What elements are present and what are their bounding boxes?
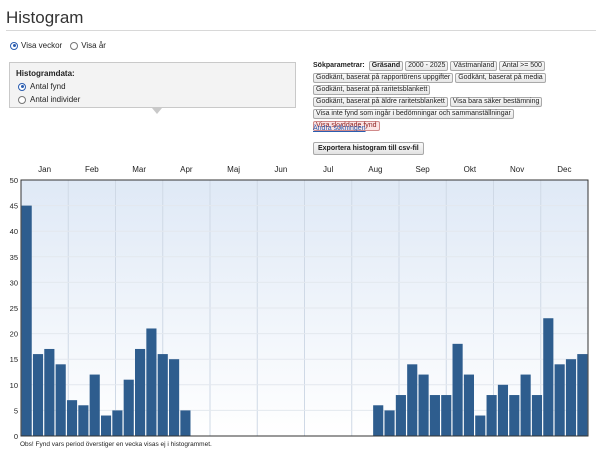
month-label: Sep <box>416 165 431 174</box>
histogram-bar <box>44 348 55 436</box>
y-tick-label: 0 <box>14 432 18 441</box>
radio-label: Antal fynd <box>30 82 66 91</box>
histogram-bar <box>157 354 168 436</box>
histogram-bar <box>384 410 395 436</box>
radio-visa-ar[interactable]: Visa år <box>70 41 106 50</box>
histogram-data-panel: Histogramdata: Antal fynd Antal individe… <box>9 62 296 108</box>
param-chip[interactable]: Godkänt, baserat på rapportörens uppgift… <box>313 73 454 83</box>
month-label: Jul <box>323 165 333 174</box>
y-tick-label: 40 <box>10 227 18 236</box>
histogram-bar <box>418 374 429 436</box>
histogram-bar <box>520 374 531 436</box>
radio-button-checked[interactable] <box>18 82 26 91</box>
change-search-link[interactable]: Ändra sökningen <box>313 125 366 132</box>
y-tick-label: 30 <box>10 278 18 287</box>
histogram-bar <box>89 374 100 436</box>
radio-button[interactable] <box>18 95 26 104</box>
param-chip[interactable]: Godkänt, baserat på media <box>455 73 546 83</box>
radio-antal-individer[interactable]: Antal individer <box>18 95 80 104</box>
histogram-bar <box>497 384 509 436</box>
histogram-bar <box>486 395 497 436</box>
histogram-bar <box>452 343 463 436</box>
month-label: Nov <box>510 165 524 174</box>
histogram-bar <box>112 410 123 436</box>
month-label: Jun <box>274 165 287 174</box>
y-tick-label: 25 <box>10 304 18 313</box>
histogram-bar <box>407 364 418 436</box>
histogram-bar <box>146 328 157 436</box>
footer-note: Obs! Fynd vars period överstiger en veck… <box>20 441 212 448</box>
y-tick-label: 45 <box>10 202 18 211</box>
plot-frame <box>20 179 589 437</box>
search-params-label: Sökparametrar: <box>313 62 365 69</box>
y-tick-label: 35 <box>10 253 18 262</box>
radio-button-checked[interactable] <box>10 41 18 50</box>
month-label: Aug <box>368 165 382 174</box>
y-tick-label: 20 <box>10 330 18 339</box>
histogram-bar <box>373 405 384 436</box>
histogram-data-heading: Histogramdata: <box>16 69 75 78</box>
param-chip[interactable]: Visa bara säker bestämning <box>449 97 543 107</box>
param-chip[interactable]: Visa inte fynd som ingår i bedömningar o… <box>313 109 514 119</box>
param-chip[interactable]: Godkänt, baserat på äldre raritetsblanke… <box>313 97 448 107</box>
y-tick-label: 5 <box>14 406 18 415</box>
param-chip[interactable]: Godkänt, baserat på raritetsblankett <box>313 85 431 95</box>
param-chip[interactable]: 2000 - 2025 <box>405 61 449 71</box>
radio-label: Antal individer <box>30 95 81 104</box>
month-label: Maj <box>227 165 240 174</box>
radio-label: Visa veckor <box>21 41 63 50</box>
histogram-bar <box>169 359 180 436</box>
y-tick-label: 50 <box>10 176 18 185</box>
y-tick-label: 15 <box>10 355 18 364</box>
histogram-bar <box>135 348 146 436</box>
histogram-bar <box>543 318 554 436</box>
title-divider <box>6 30 596 31</box>
histogram-bar <box>21 205 32 436</box>
radio-button[interactable] <box>70 41 79 50</box>
month-label: Dec <box>557 165 571 174</box>
histogram-bar <box>554 364 565 436</box>
month-label: Feb <box>85 165 99 174</box>
radio-visa-veckor[interactable]: Visa veckor <box>10 41 62 50</box>
param-chip[interactable]: Västmanland <box>450 61 498 71</box>
histogram-bar <box>180 410 191 436</box>
month-label: Okt <box>464 165 477 174</box>
histogram-bar <box>395 395 406 436</box>
export-csv-button[interactable]: Exportera histogram till csv-fil <box>313 142 424 155</box>
histogram-bar <box>66 400 78 436</box>
histogram-bar <box>475 415 486 436</box>
view-toggle: Visa veckor Visa år <box>10 41 110 50</box>
histogram-chart: Jan Feb Mar Apr Maj Jun Jul Aug Sep Okt Nov Dec 0 5 10… <box>0 160 602 445</box>
y-tick-label: 10 <box>10 381 18 390</box>
page-title: Histogram <box>6 8 84 27</box>
histogram-svg: Jan Feb Mar Apr Maj Jun Jul Aug Sep Okt Nov Dec 0 5 10… <box>10 165 589 441</box>
histogram-bar <box>441 395 452 436</box>
search-parameters: Sökparametrar: Gräsand 2000 - 2025 Västm… <box>313 61 598 133</box>
month-label: Mar <box>132 165 146 174</box>
radio-label: Visa år <box>81 41 106 50</box>
histogram-bar <box>565 359 577 436</box>
histogram-bar <box>429 395 440 436</box>
radio-antal-fynd[interactable]: Antal fynd <box>18 82 66 91</box>
param-chip[interactable]: Antal >= 500 <box>499 61 545 71</box>
month-label: Apr <box>180 165 193 174</box>
histogram-bar <box>509 395 520 436</box>
histogram-bar <box>531 395 543 436</box>
histogram-bar <box>100 415 112 436</box>
histogram-bar <box>55 364 66 436</box>
histogram-bar <box>78 405 89 436</box>
param-chip-protected[interactable]: Visa skyddade fynd <box>313 121 380 131</box>
param-chip[interactable]: Gräsand <box>368 61 404 71</box>
histogram-bar <box>32 354 44 436</box>
panel-pointer <box>152 108 162 114</box>
histogram-bar <box>463 374 474 436</box>
month-label: Jan <box>38 165 51 174</box>
histogram-bar <box>123 379 134 436</box>
histogram-bar <box>577 354 588 436</box>
